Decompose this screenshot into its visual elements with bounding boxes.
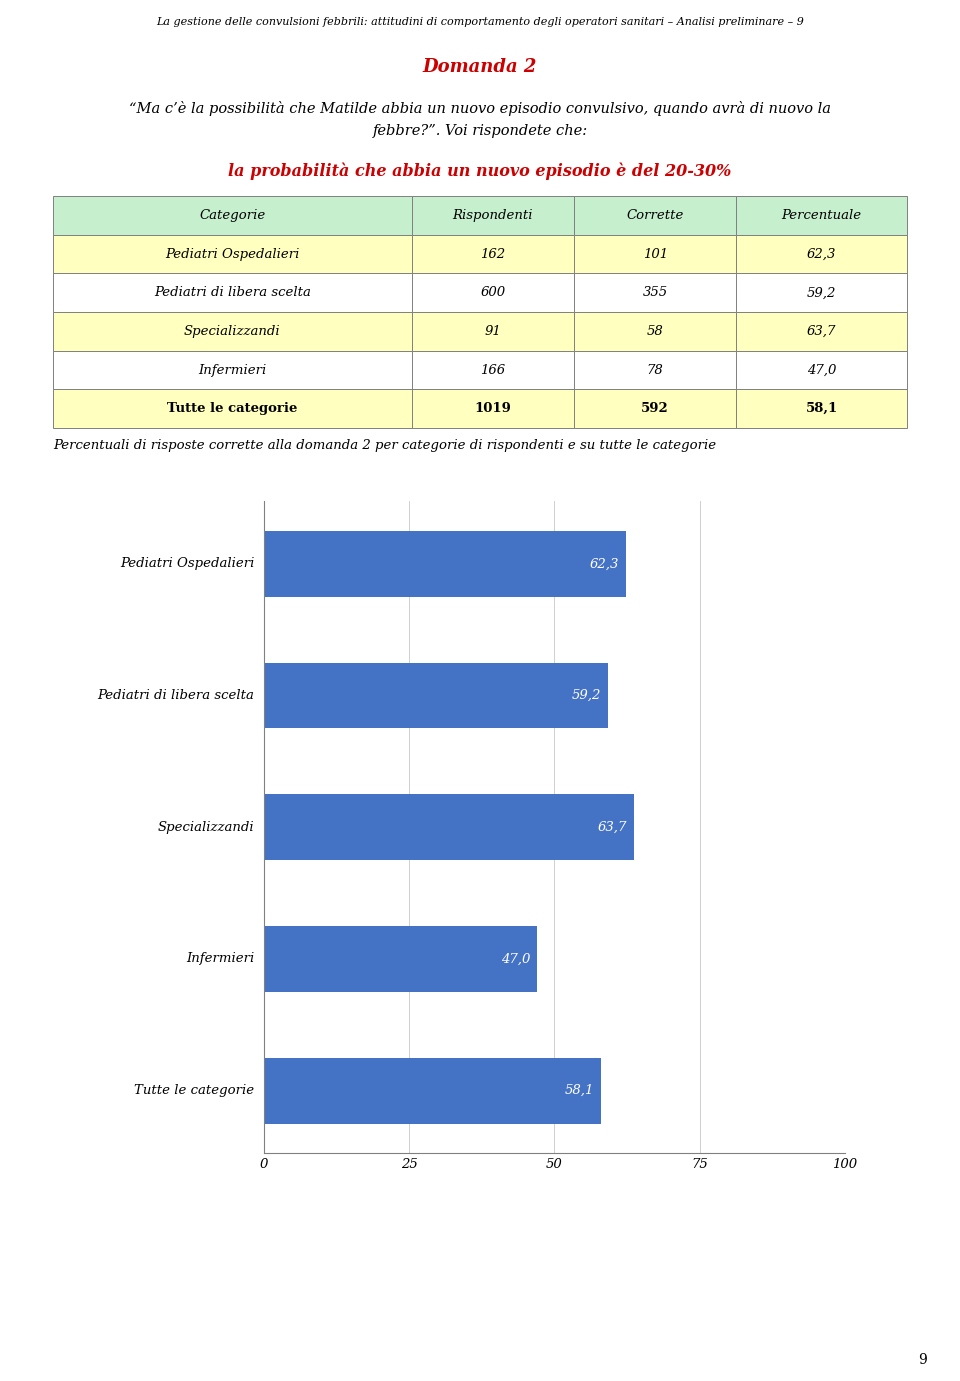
- FancyBboxPatch shape: [53, 351, 412, 389]
- Text: Pediatri Ospedalieri: Pediatri Ospedalieri: [165, 247, 300, 261]
- FancyBboxPatch shape: [736, 351, 907, 389]
- Text: Specializzandi: Specializzandi: [157, 820, 254, 834]
- Text: Domanda 2: Domanda 2: [422, 58, 538, 76]
- FancyBboxPatch shape: [574, 235, 736, 273]
- Bar: [264, 1058, 602, 1124]
- FancyBboxPatch shape: [574, 312, 736, 351]
- Text: la probabilità che abbia un nuovo episodio è del 20-30%: la probabilità che abbia un nuovo episod…: [228, 163, 732, 181]
- FancyBboxPatch shape: [412, 389, 574, 428]
- Text: “Ma c’è la possibilità che Matilde abbia un nuovo episodio convulsivo, quando av: “Ma c’è la possibilità che Matilde abbia…: [129, 101, 831, 116]
- Text: 1019: 1019: [474, 402, 512, 416]
- Text: 91: 91: [485, 325, 501, 338]
- Text: 62,3: 62,3: [589, 558, 619, 570]
- Text: Infermieri: Infermieri: [198, 363, 266, 377]
- Text: 58,1: 58,1: [805, 402, 838, 416]
- Text: 59,2: 59,2: [807, 286, 836, 300]
- Text: Rispondenti: Rispondenti: [452, 209, 533, 222]
- Text: Corrette: Corrette: [627, 209, 684, 222]
- Text: Tutte le categorie: Tutte le categorie: [134, 1084, 254, 1097]
- Text: 600: 600: [480, 286, 505, 300]
- Text: 58,1: 58,1: [565, 1084, 594, 1097]
- FancyBboxPatch shape: [574, 351, 736, 389]
- Text: 162: 162: [480, 247, 505, 261]
- Text: 62,3: 62,3: [807, 247, 836, 261]
- Text: Categorie: Categorie: [199, 209, 265, 222]
- FancyBboxPatch shape: [736, 196, 907, 235]
- Text: 63,7: 63,7: [807, 325, 836, 338]
- FancyBboxPatch shape: [412, 196, 574, 235]
- Bar: [264, 663, 608, 728]
- FancyBboxPatch shape: [412, 273, 574, 312]
- FancyBboxPatch shape: [53, 235, 412, 273]
- FancyBboxPatch shape: [412, 351, 574, 389]
- Bar: [264, 927, 537, 992]
- Bar: [264, 530, 626, 597]
- Text: febbre?”. Voi rispondete che:: febbre?”. Voi rispondete che:: [372, 124, 588, 138]
- Text: Pediatri di libera scelta: Pediatri di libera scelta: [98, 689, 254, 702]
- Text: 58: 58: [647, 325, 663, 338]
- FancyBboxPatch shape: [53, 389, 412, 428]
- FancyBboxPatch shape: [736, 235, 907, 273]
- Text: La gestione delle convulsioni febbrili: attitudini di comportamento degli operat: La gestione delle convulsioni febbrili: …: [156, 18, 804, 28]
- Text: 9: 9: [918, 1353, 926, 1367]
- Text: Pediatri Ospedalieri: Pediatri Ospedalieri: [120, 558, 254, 570]
- FancyBboxPatch shape: [412, 235, 574, 273]
- Text: 47,0: 47,0: [807, 363, 836, 377]
- Text: 592: 592: [641, 402, 669, 416]
- FancyBboxPatch shape: [574, 196, 736, 235]
- Text: Pediatri di libera scelta: Pediatri di libera scelta: [154, 286, 311, 300]
- Text: 355: 355: [642, 286, 668, 300]
- Text: Percentuali di risposte corrette alla domanda 2 per categorie di rispondenti e s: Percentuali di risposte corrette alla do…: [53, 439, 716, 452]
- FancyBboxPatch shape: [736, 273, 907, 312]
- FancyBboxPatch shape: [736, 389, 907, 428]
- FancyBboxPatch shape: [736, 312, 907, 351]
- Text: 63,7: 63,7: [598, 820, 627, 834]
- Text: 59,2: 59,2: [571, 689, 601, 702]
- Text: 78: 78: [647, 363, 663, 377]
- FancyBboxPatch shape: [53, 196, 412, 235]
- FancyBboxPatch shape: [53, 312, 412, 351]
- FancyBboxPatch shape: [53, 273, 412, 312]
- FancyBboxPatch shape: [412, 312, 574, 351]
- Text: Specializzandi: Specializzandi: [184, 325, 280, 338]
- FancyBboxPatch shape: [574, 389, 736, 428]
- Text: 166: 166: [480, 363, 505, 377]
- Text: 101: 101: [642, 247, 668, 261]
- Text: Infermieri: Infermieri: [186, 953, 254, 965]
- Text: Percentuale: Percentuale: [781, 209, 862, 222]
- Bar: [264, 794, 634, 860]
- Text: 47,0: 47,0: [500, 953, 530, 965]
- Text: Tutte le categorie: Tutte le categorie: [167, 402, 298, 416]
- FancyBboxPatch shape: [574, 273, 736, 312]
